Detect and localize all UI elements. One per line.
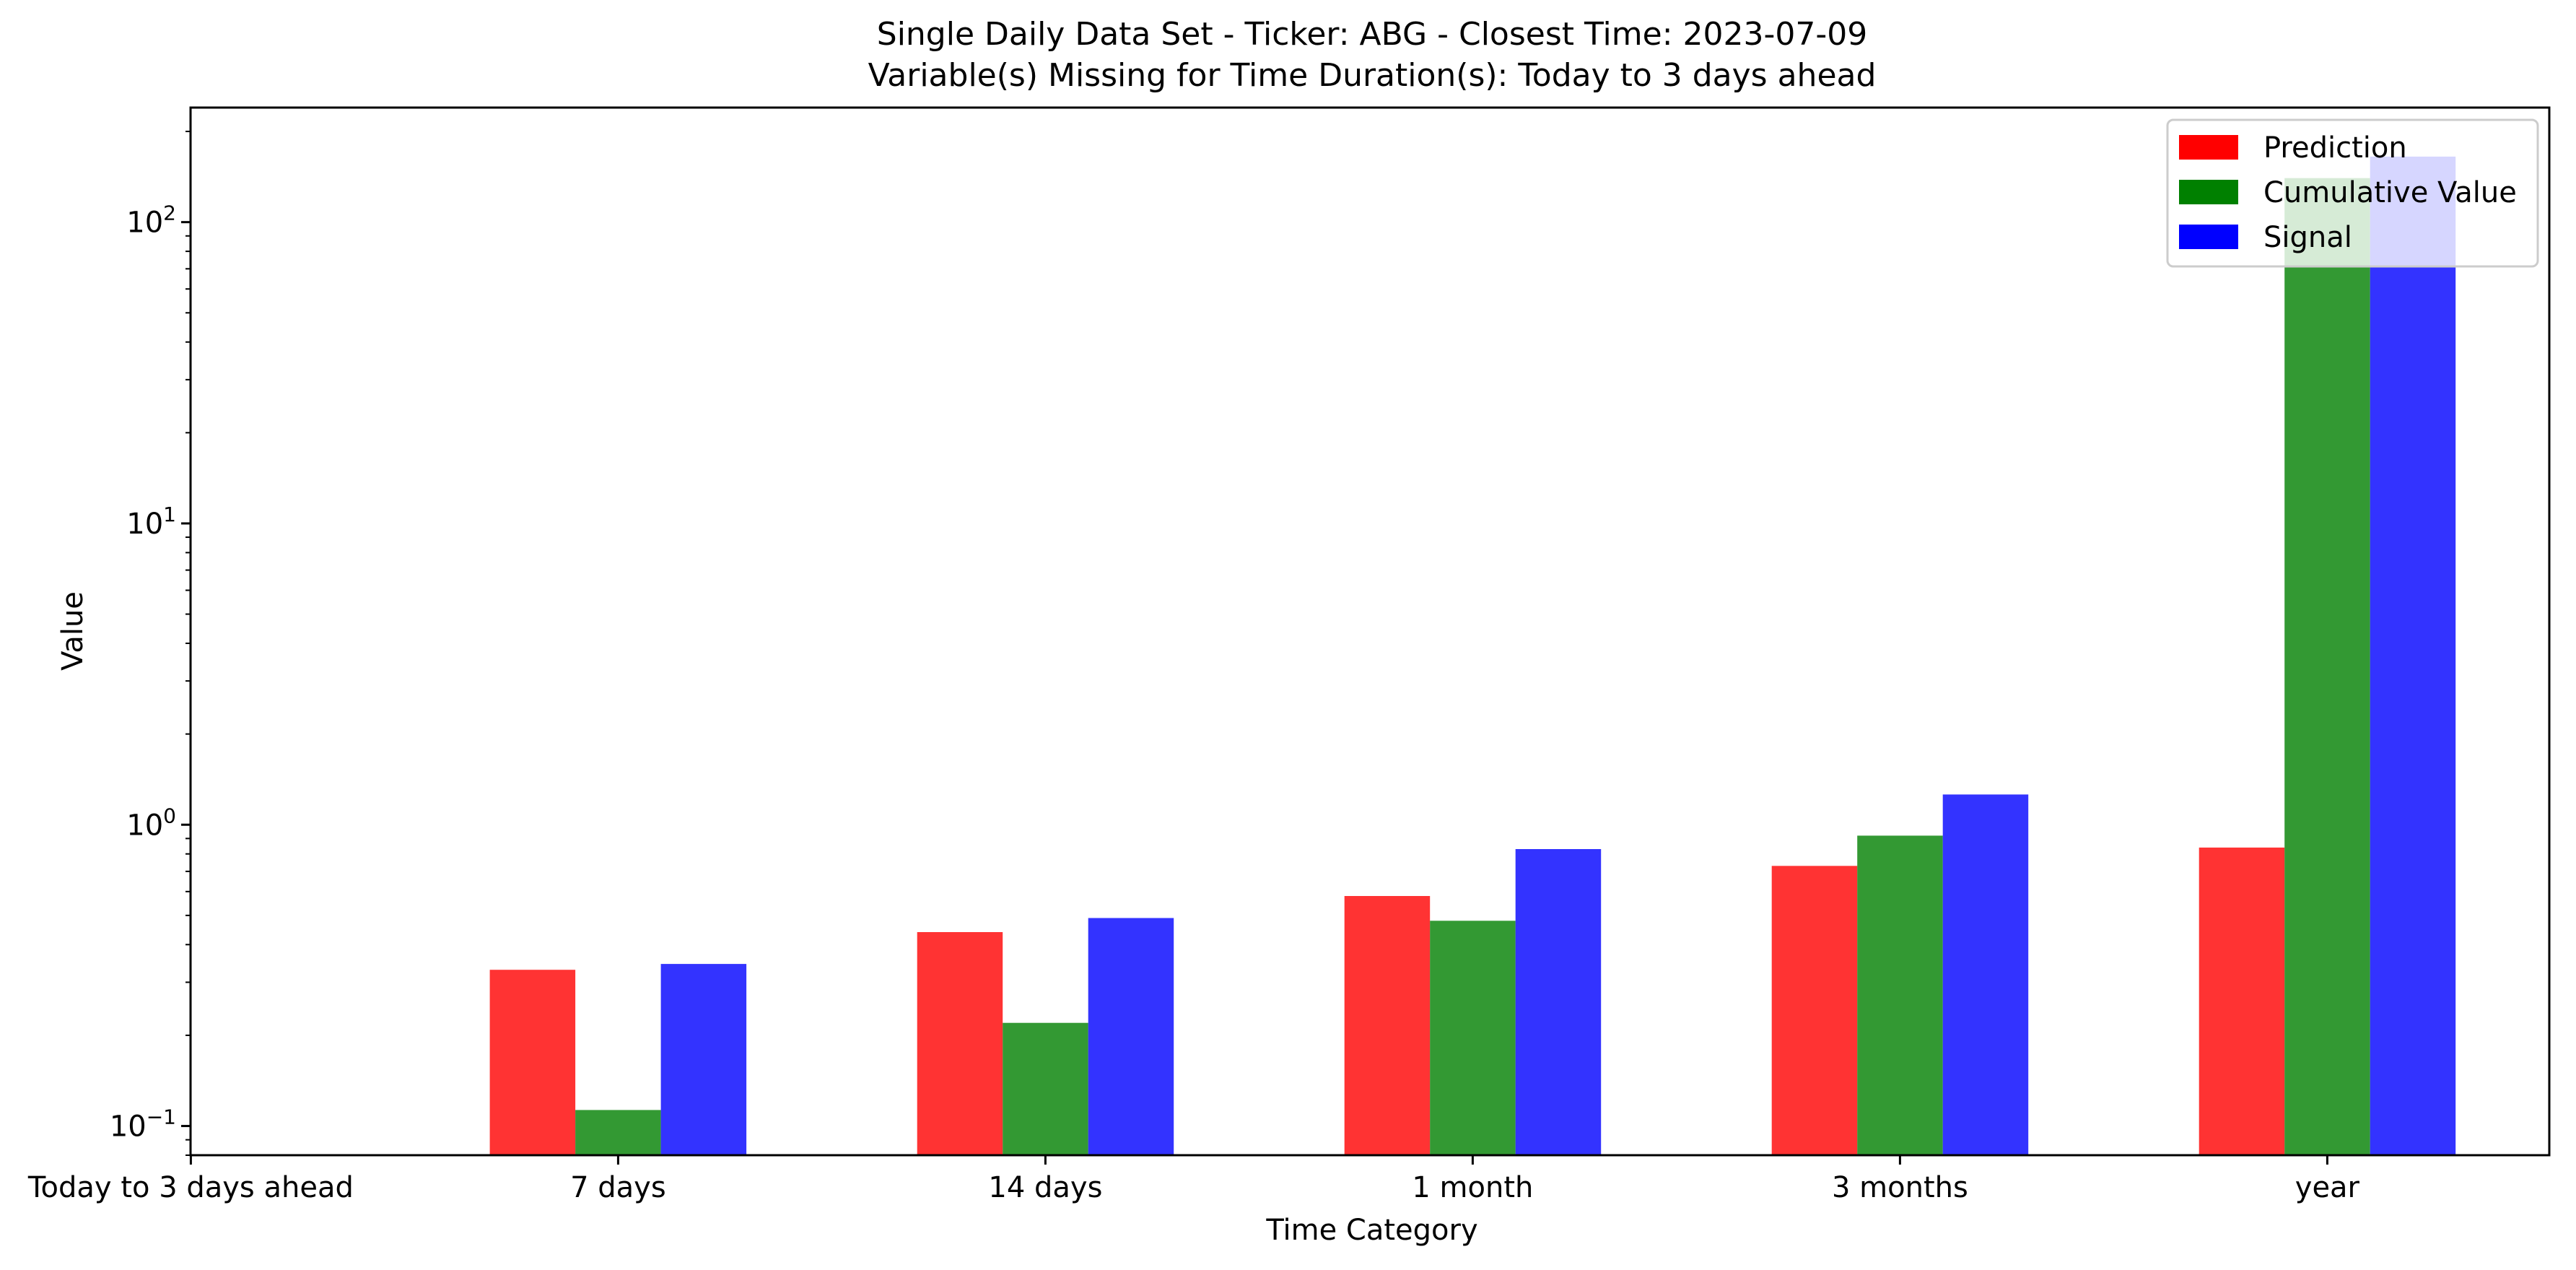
legend-frame (2166, 118, 2539, 268)
legend-label: Prediction (2263, 131, 2407, 165)
chart-subtitle: Variable(s) Missing for Time Duration(s)… (868, 57, 1877, 94)
bar-signal-2 (1088, 918, 1174, 1155)
x-axis: Today to 3 days ahead 7 days 14 days 1 mont… (27, 1155, 2360, 1204)
bar-signal-4 (1942, 794, 2029, 1155)
y-axis: 10−1 100 101 102 (110, 131, 191, 1156)
x-tick-label: year (2295, 1171, 2360, 1204)
y-tick-label: 100 (126, 804, 176, 842)
chart-title: Single Daily Data Set - Ticker: ABG - Cl… (877, 16, 1867, 53)
bar-prediction-2 (917, 932, 1003, 1155)
bar-signal-1 (660, 964, 747, 1155)
x-tick-label: 7 days (570, 1171, 666, 1204)
legend-label: Cumulative Value (2263, 176, 2517, 209)
x-tick-label: 3 months (1832, 1171, 1968, 1204)
x-tick-label: Today to 3 days ahead (27, 1171, 354, 1204)
legend-label: Signal (2263, 221, 2352, 254)
bar-prediction-3 (1344, 896, 1431, 1155)
x-tick-label: 14 days (988, 1171, 1102, 1204)
bar-cumulative-value-1 (575, 1110, 661, 1155)
plot-frame (189, 106, 2551, 1157)
x-tick-label: 1 month (1412, 1171, 1533, 1204)
bar-prediction-4 (1771, 866, 1858, 1155)
bar-cumulative-value-4 (1857, 835, 1943, 1155)
bar-signal-3 (1515, 849, 1602, 1155)
bar-cumulative-value-5 (2284, 178, 2370, 1156)
legend: Prediction Cumulative Value Signal (2166, 118, 2539, 268)
y-tick-label: 102 (126, 201, 176, 240)
bar-cumulative-value-3 (1430, 921, 1516, 1155)
legend-swatch (2179, 180, 2238, 204)
legend-swatch (2179, 225, 2238, 249)
y-tick-label: 10−1 (110, 1105, 176, 1144)
y-tick-label: 101 (126, 503, 176, 541)
bar-cumulative-value-2 (1003, 1022, 1088, 1155)
x-axis-label: Time Category (1265, 1214, 1477, 1247)
legend-swatch (2179, 135, 2238, 160)
bar-prediction-1 (489, 970, 576, 1155)
bar-prediction-5 (2199, 847, 2285, 1155)
y-axis-label: Value (56, 591, 89, 671)
bars-group (489, 156, 2456, 1156)
bar-signal-5 (2370, 156, 2456, 1155)
